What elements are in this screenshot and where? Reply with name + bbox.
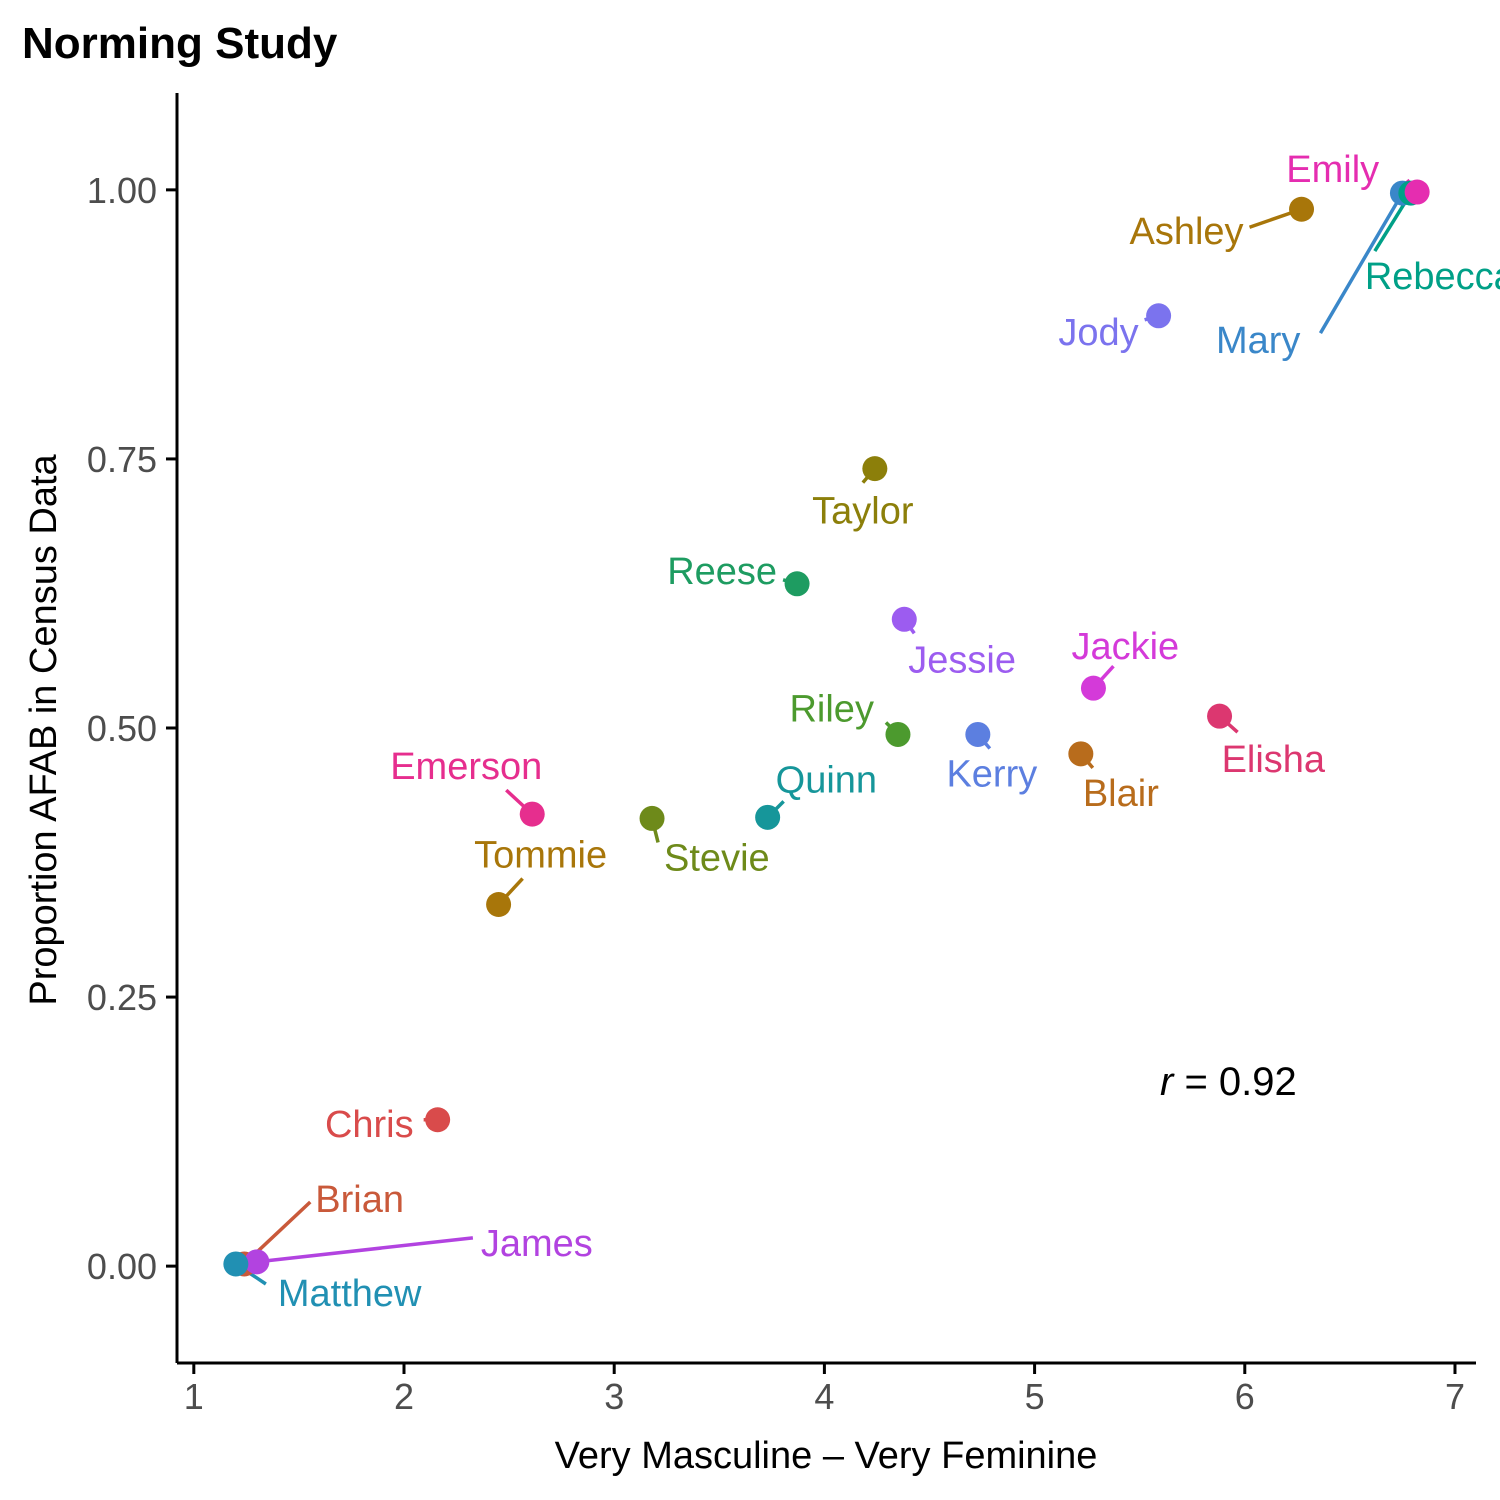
point-stevie [639, 805, 665, 831]
point-blair [1068, 741, 1094, 767]
leader-line-james [256, 1236, 474, 1264]
y-tick-label: 0.50 [87, 708, 157, 749]
data-points [223, 179, 1430, 1277]
point-label-emerson: Emerson [390, 746, 542, 788]
x-tick-label: 5 [1025, 1376, 1045, 1417]
point-label-emily: Emily [1286, 149, 1379, 191]
y-tick-label: 0.75 [87, 439, 157, 480]
x-tick-label: 3 [604, 1376, 624, 1417]
correlation-symbol: r [1160, 1060, 1175, 1104]
point-label-elisha: Elisha [1222, 739, 1326, 781]
x-tick-label: 6 [1235, 1376, 1255, 1417]
point-label-jody: Jody [1058, 312, 1138, 354]
leader-line-mary [1318, 192, 1404, 334]
point-label-rebecca: Rebecca [1365, 256, 1500, 298]
point-label-reese: Reese [667, 551, 777, 593]
point-label-taylor: Taylor [812, 491, 914, 533]
point-tommie [486, 892, 512, 918]
point-jackie [1080, 675, 1106, 701]
correlation-value: = 0.92 [1173, 1060, 1296, 1104]
point-label-quinn: Quinn [776, 759, 877, 801]
y-tick-label: 0.25 [87, 977, 157, 1018]
point-label-blair: Blair [1083, 773, 1159, 815]
point-ashley [1289, 196, 1315, 222]
point-label-kerry: Kerry [946, 753, 1037, 795]
point-label-ashley: Ashley [1129, 211, 1243, 253]
point-label-riley: Riley [789, 688, 873, 730]
point-label-chris: Chris [325, 1104, 414, 1146]
x-tick-label: 1 [184, 1376, 204, 1417]
chart-title: Norming Study [22, 19, 338, 68]
x-axis-title: Very Masculine – Very Feminine [555, 1435, 1098, 1477]
y-axis-title: Proportion AFAB in Census Data [23, 453, 65, 1005]
point-reese [784, 571, 810, 597]
point-quinn [755, 804, 781, 830]
point-kerry [965, 721, 991, 747]
point-matthew [223, 1251, 249, 1277]
point-label-jackie: Jackie [1071, 626, 1179, 668]
point-label-stevie: Stevie [664, 837, 770, 879]
point-label-matthew: Matthew [278, 1273, 422, 1315]
point-label-tommie: Tommie [474, 835, 607, 877]
point-emerson [519, 801, 545, 827]
axes: 1 2 3 4 5 6 7 0.00 0.25 0.50 0.75 1.00 [87, 93, 1476, 1417]
correlation-annotation: r = 0.92 [1160, 1060, 1297, 1104]
y-tick-label: 0.00 [87, 1246, 157, 1287]
y-tick-label: 1.00 [87, 170, 157, 211]
point-riley [885, 721, 911, 747]
x-tick-label: 2 [394, 1376, 414, 1417]
point-label-jessie: Jessie [908, 639, 1016, 681]
point-jessie [891, 606, 917, 632]
point-taylor [862, 456, 888, 482]
point-label-brian: Brian [315, 1179, 404, 1221]
x-tick-label: 7 [1445, 1376, 1465, 1417]
point-james [244, 1249, 270, 1275]
point-jody [1146, 303, 1172, 329]
point-label-mary: Mary [1216, 320, 1300, 362]
x-tick-label: 4 [814, 1376, 834, 1417]
point-elisha [1207, 703, 1233, 729]
point-label-james: James [481, 1223, 593, 1265]
point-emily [1404, 179, 1430, 205]
point-chris [425, 1107, 451, 1133]
